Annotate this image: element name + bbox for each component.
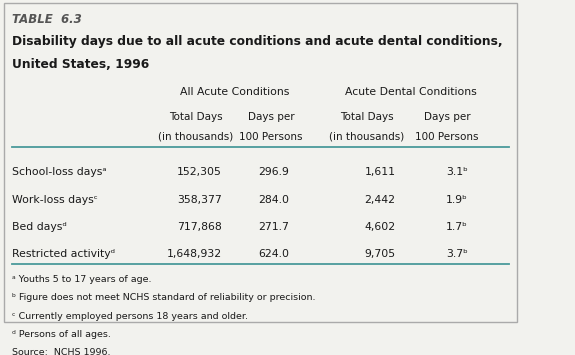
Text: 624.0: 624.0 [258, 249, 289, 259]
Text: 100 Persons: 100 Persons [239, 132, 302, 142]
Text: (in thousands): (in thousands) [329, 132, 404, 142]
Text: 1.9ᵇ: 1.9ᵇ [446, 195, 468, 204]
Text: Total Days: Total Days [169, 113, 223, 122]
Text: 284.0: 284.0 [258, 195, 289, 204]
Text: 1,611: 1,611 [365, 167, 395, 177]
Text: TABLE  6.3: TABLE 6.3 [12, 13, 82, 26]
Text: 152,305: 152,305 [177, 167, 222, 177]
Text: 271.7: 271.7 [258, 222, 289, 232]
Text: Work-loss daysᶜ: Work-loss daysᶜ [12, 195, 98, 204]
Text: School-loss daysᵃ: School-loss daysᵃ [12, 167, 106, 177]
Text: Days per: Days per [248, 113, 294, 122]
Text: United States, 1996: United States, 1996 [12, 58, 149, 71]
Text: ᵈ Persons of all ages.: ᵈ Persons of all ages. [12, 330, 110, 339]
Text: 296.9: 296.9 [258, 167, 289, 177]
Text: 3.7ᵇ: 3.7ᵇ [446, 249, 468, 259]
Text: 3.1ᵇ: 3.1ᵇ [446, 167, 468, 177]
Text: ᶜ Currently employed persons 18 years and older.: ᶜ Currently employed persons 18 years an… [12, 312, 248, 321]
Text: 100 Persons: 100 Persons [415, 132, 479, 142]
Text: Source:  NCHS 1996.: Source: NCHS 1996. [12, 348, 110, 355]
Text: Total Days: Total Days [340, 113, 394, 122]
Text: Disability days due to all acute conditions and acute dental conditions,: Disability days due to all acute conditi… [12, 35, 503, 48]
Text: ᵇ Figure does not meet NCHS standard of reliability or precision.: ᵇ Figure does not meet NCHS standard of … [12, 293, 315, 302]
Text: 358,377: 358,377 [177, 195, 222, 204]
Text: Acute Dental Conditions: Acute Dental Conditions [345, 87, 477, 97]
Text: Restricted activityᵈ: Restricted activityᵈ [12, 249, 115, 259]
Text: Bed daysᵈ: Bed daysᵈ [12, 222, 67, 232]
Text: 2,442: 2,442 [365, 195, 395, 204]
Text: 4,602: 4,602 [364, 222, 395, 232]
Text: 717,868: 717,868 [177, 222, 222, 232]
Text: Days per: Days per [424, 113, 470, 122]
Text: 9,705: 9,705 [364, 249, 395, 259]
Text: All Acute Conditions: All Acute Conditions [180, 87, 289, 97]
Text: 1,648,932: 1,648,932 [167, 249, 222, 259]
Text: (in thousands): (in thousands) [158, 132, 233, 142]
Text: 1.7ᵇ: 1.7ᵇ [446, 222, 468, 232]
Text: ᵃ Youths 5 to 17 years of age.: ᵃ Youths 5 to 17 years of age. [12, 275, 151, 284]
